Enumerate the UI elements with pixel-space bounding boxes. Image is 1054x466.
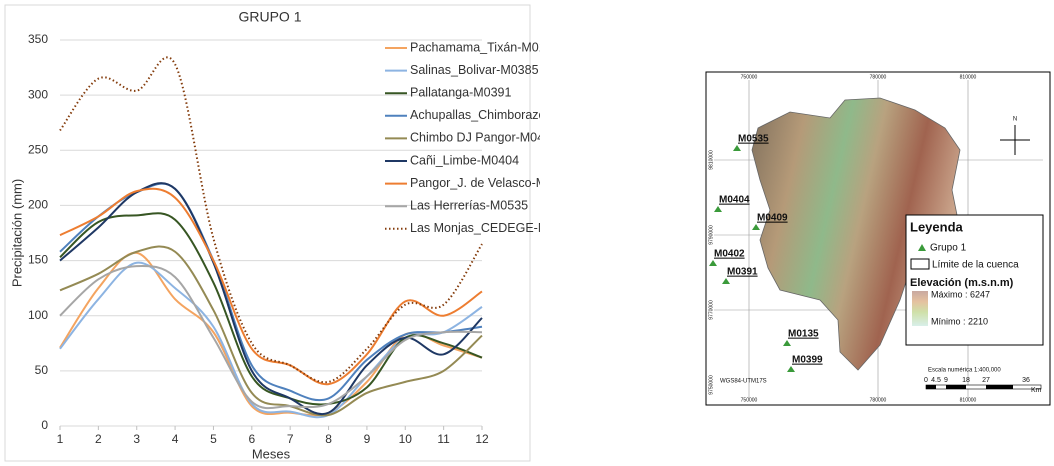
station-marker: [722, 278, 730, 284]
scale-bar: [926, 385, 1041, 389]
legend-label: Pangor_J. de Velasco-M0409: [410, 176, 540, 190]
legend-label: Chimbo DJ Pangor-M0402: [410, 131, 540, 145]
coord-label: 780000: [870, 397, 887, 403]
x-tick-label: 7: [287, 432, 294, 446]
x-tick-label: 10: [399, 432, 413, 446]
legend-label: Salinas_Bolivar-M0385: [410, 63, 539, 77]
legend-boundary-swatch: [911, 259, 929, 269]
scale-mark: 9: [944, 377, 948, 384]
north-label: N: [1013, 117, 1017, 123]
legend-boundary: Límite de la cuenca: [932, 260, 1019, 271]
coord-label: 810000: [960, 397, 977, 403]
y-tick-label: 350: [28, 32, 48, 46]
x-tick-label: 8: [325, 432, 332, 446]
datum: WGS84-UTM17S: [720, 379, 767, 385]
y-tick-label: 200: [28, 198, 48, 212]
x-tick-label: 3: [133, 432, 140, 446]
legend-label: Pallatanga-M0391: [410, 85, 512, 99]
station-label: M0409: [757, 213, 788, 224]
station-marker: [752, 224, 760, 230]
legend-triangle: [918, 244, 926, 251]
coord-label: 9810000: [708, 150, 714, 170]
basin: [752, 98, 960, 370]
legend-label: Las Herrerías-M0535: [410, 198, 528, 212]
x-axis-label: Meses: [252, 446, 291, 461]
scale-mark: 4.5: [931, 377, 941, 384]
chart-title: GRUPO 1: [238, 9, 301, 25]
legend-elevation-ramp: [912, 291, 928, 326]
x-tick-label: 11: [437, 432, 450, 446]
station-label: M0535: [738, 134, 769, 145]
legend-title: Leyenda: [910, 219, 964, 234]
station-label: M0391: [727, 267, 758, 278]
y-axis-label: Precipitación (mm): [9, 179, 24, 287]
scale-mark: 0: [924, 377, 928, 384]
scale-mark: 27: [982, 377, 990, 384]
legend-label: Pachamama_Tixán-M0135: [410, 40, 540, 54]
x-tick-label: 12: [475, 432, 489, 446]
x-tick-label: 1: [57, 432, 64, 446]
legend-label: Achupallas_Chimborazo-M0399: [410, 108, 540, 122]
legend-elevation: Elevación (m.s.n.m): [910, 277, 1014, 289]
x-tick-label: 4: [172, 432, 179, 446]
coord-label: 810000: [960, 74, 977, 80]
station-marker: [714, 206, 722, 212]
legend-group: Grupo 1: [930, 243, 967, 254]
y-tick-label: 150: [28, 253, 48, 267]
legend-label: Cañi_Limbe-M0404: [410, 153, 519, 167]
y-tick-label: 0: [41, 418, 48, 432]
scale-unit: Km: [1031, 387, 1042, 394]
y-tick-label: 250: [28, 142, 48, 156]
station-label: M0135: [788, 329, 819, 340]
station-marker: [733, 145, 741, 151]
legend-min: Mínimo : 2210: [931, 316, 988, 326]
y-tick-label: 300: [28, 87, 48, 101]
map-grid: [714, 80, 1043, 398]
legend-label: Las Monjas_CEDEGE-M1155: [410, 221, 540, 235]
legend-max: Máximo : 6247: [931, 289, 990, 299]
scale-mark: 18: [962, 377, 970, 384]
map-frame: [706, 72, 1050, 405]
y-tick-label: 100: [28, 308, 48, 322]
station-marker: [783, 340, 791, 346]
x-tick-label: 6: [248, 432, 255, 446]
coord-label: 750000: [741, 397, 758, 403]
coord-label: 750000: [741, 74, 758, 80]
chart: GRUPO 1 Meses Precipitación (mm) 0 50 100 1…: [0, 0, 540, 466]
x-tick-label: 2: [95, 432, 102, 446]
y-tick-label: 50: [35, 363, 49, 377]
coord-label: 9750000: [708, 375, 714, 395]
coord-label: 780000: [870, 74, 887, 80]
coord-label: 9790000: [708, 225, 714, 245]
station-label: M0404: [719, 195, 750, 206]
scale-mark: 36: [1022, 377, 1030, 384]
station-marker: [709, 260, 717, 266]
x-tick-label: 9: [364, 432, 371, 446]
page: {"chart_data": {"type": "line", "title":…: [0, 0, 1054, 466]
scale-label: Escala numérica 1:400,000: [928, 368, 1001, 374]
station-marker: [787, 366, 795, 372]
station-label: M0399: [792, 355, 823, 366]
coord-label: 9770000: [708, 300, 714, 320]
station-label: M0402: [714, 249, 745, 260]
map-legend: [906, 215, 1043, 345]
x-tick-label: 5: [210, 432, 217, 446]
